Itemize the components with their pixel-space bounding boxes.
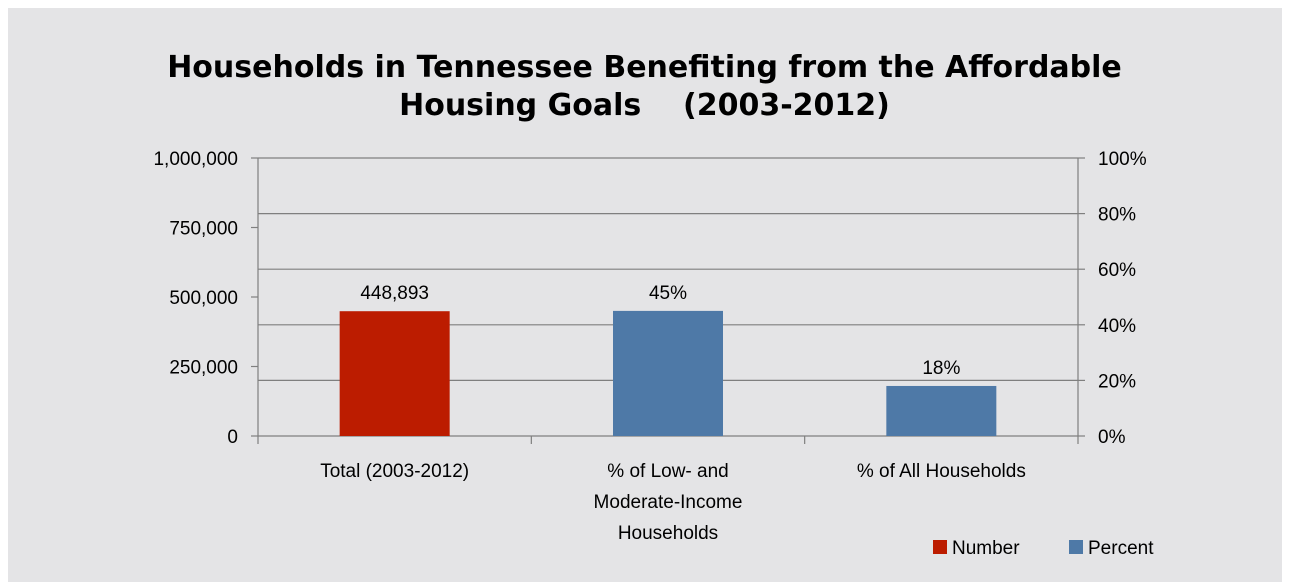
category-label-1-0: % of Low- and [607, 461, 728, 482]
left-tick-label-3: 750,000 [169, 219, 238, 240]
right-tick-label-0: 0% [1098, 427, 1126, 448]
legend-swatch-1 [1069, 540, 1083, 554]
data-label-0: 448,893 [360, 283, 429, 304]
chart-panel [8, 8, 1282, 582]
legend-label-1: Percent [1088, 538, 1154, 559]
bar-1 [613, 310, 723, 436]
left-tick-label-2: 500,000 [169, 288, 238, 309]
right-tick-label-4: 80% [1098, 205, 1136, 226]
chart-title-line-2: Housing Goals (2003-2012) [399, 88, 890, 123]
bar-2 [886, 385, 997, 436]
right-tick-label-3: 60% [1098, 260, 1136, 281]
category-label-0-0: Total (2003-2012) [320, 461, 469, 482]
data-label-1: 45% [649, 283, 687, 304]
left-tick-label-4: 1,000,000 [153, 149, 238, 170]
right-tick-label-5: 100% [1098, 149, 1147, 170]
left-tick-label-0: 0 [227, 427, 238, 448]
data-label-2: 18% [922, 358, 960, 379]
right-tick-label-2: 40% [1098, 316, 1136, 337]
category-label-1-1: Moderate-Income [594, 492, 743, 513]
legend-label-0: Number [952, 538, 1020, 559]
left-tick-label-1: 250,000 [169, 358, 238, 379]
category-label-2-0: % of All Households [857, 461, 1026, 482]
category-label-1-2: Households [618, 523, 718, 544]
legend-swatch-0 [933, 540, 947, 554]
chart-title-line-1: Households in Tennessee Benefiting from … [167, 50, 1122, 85]
bar-0 [339, 311, 450, 436]
right-tick-label-1: 20% [1098, 371, 1136, 392]
